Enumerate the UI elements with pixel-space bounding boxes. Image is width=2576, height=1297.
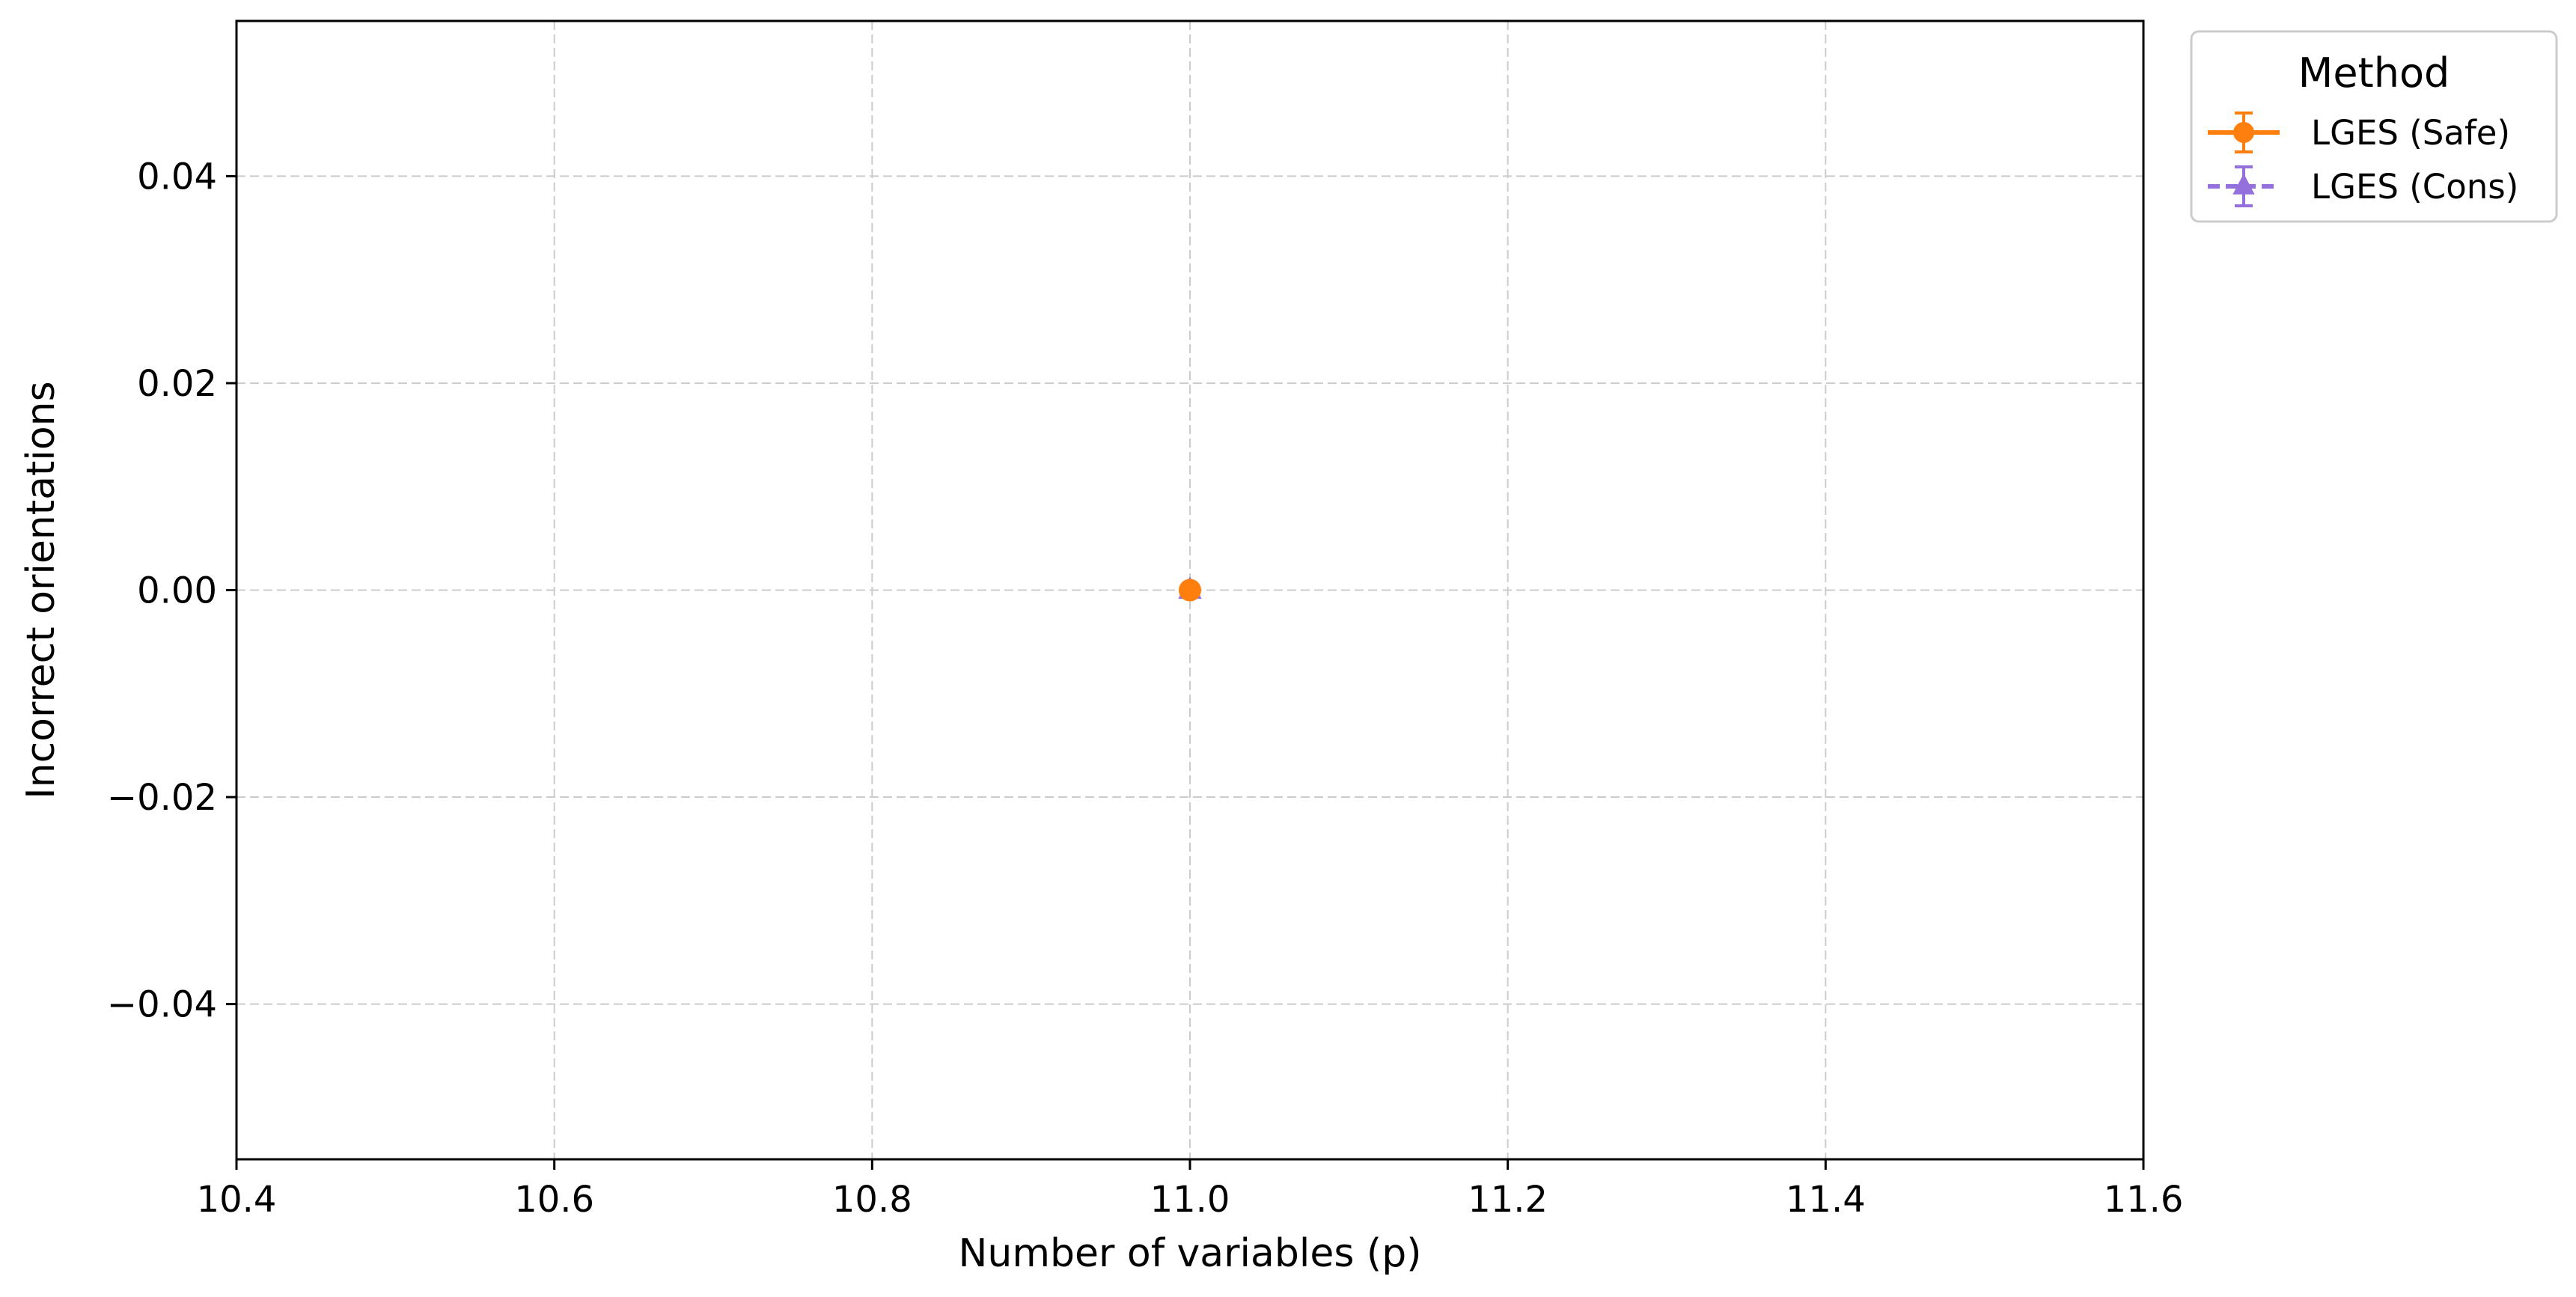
y-axis-ticks: −0.04 −0.02 0.00 0.02 0.04 (107, 156, 236, 1026)
x-axis-ticks: 10.4 10.6 10.8 11.0 11.2 11.4 11.6 (197, 1159, 2184, 1221)
y-tick-label: −0.02 (107, 777, 217, 819)
x-tick-label: 11.2 (1468, 1179, 1548, 1221)
legend-title: Method (2298, 49, 2450, 97)
series-lges-safe (1179, 579, 1201, 602)
legend-entry: LGES (Cons) (2208, 165, 2518, 207)
x-tick-label: 11.6 (2104, 1179, 2184, 1221)
legend: Method LGES (Safe) LGES (Cons) (2190, 30, 2558, 223)
data-point (1179, 579, 1201, 602)
y-tick-label: −0.04 (107, 984, 217, 1026)
legend-swatch-marker (2232, 173, 2255, 195)
legend-label: LGES (Cons) (2311, 167, 2518, 207)
y-axis-label: Incorrect orientations (19, 381, 64, 799)
legend-label: LGES (Safe) (2311, 113, 2510, 153)
x-tick-label: 10.4 (197, 1179, 277, 1221)
x-tick-label: 11.0 (1150, 1179, 1230, 1221)
x-tick-label: 10.8 (832, 1179, 912, 1221)
series-layer (1178, 576, 1202, 602)
legend-swatch-marker (2233, 122, 2254, 143)
legend-entry: LGES (Safe) (2208, 112, 2510, 153)
legend-box (2190, 30, 2558, 223)
x-tick-label: 11.4 (1786, 1179, 1866, 1221)
y-tick-label: 0.00 (137, 570, 217, 612)
x-tick-label: 10.6 (514, 1179, 594, 1221)
y-tick-label: 0.04 (137, 156, 217, 198)
y-grid (236, 175, 2143, 1005)
legend-entries: LGES (Safe) LGES (Cons) (2208, 112, 2518, 207)
y-tick-label: 0.02 (137, 363, 217, 405)
x-axis-label: Number of variables (p) (958, 1231, 1421, 1276)
